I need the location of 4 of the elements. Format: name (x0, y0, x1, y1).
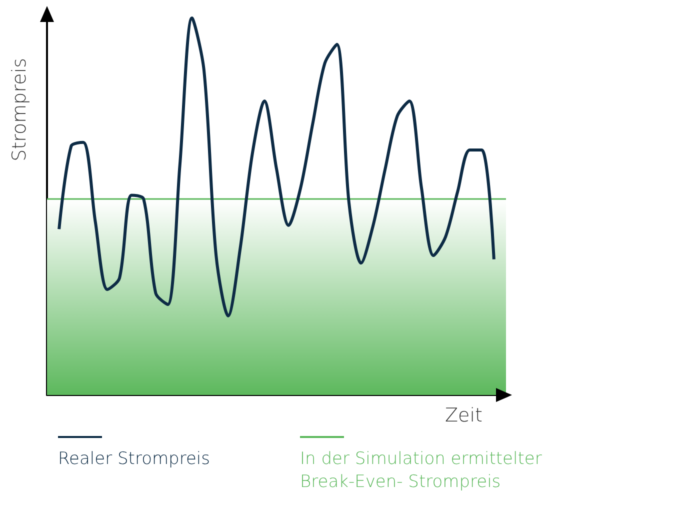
legend-label: In der Simulation ermittelter Break-Even- Strompreis (300, 448, 543, 494)
y-axis-title: Strompreis (8, 58, 30, 162)
x-axis-title: Zeit (445, 404, 482, 426)
legend-label: Realer Strompreis (58, 449, 210, 469)
